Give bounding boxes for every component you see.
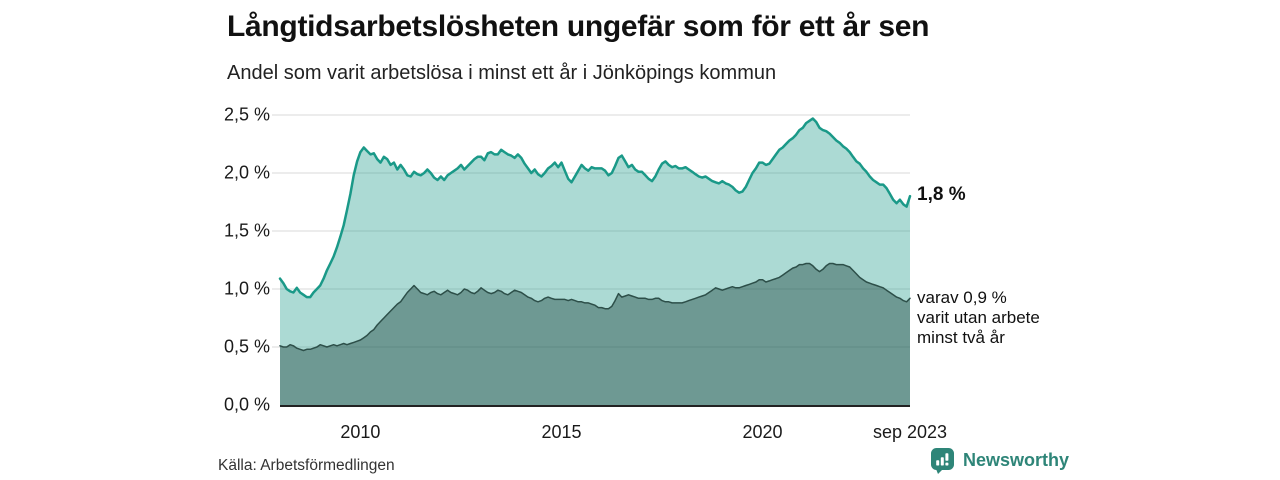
x-tick-label: 2020 [742,422,783,442]
y-tick-label: 1,0 % [223,278,270,299]
y-tick-label: 1,5 % [223,220,270,241]
y-tick-label: 0,5 % [223,336,270,357]
sub-annotation-line3: minst två år [917,328,1005,348]
sub-annotation-line1: varav 0,9 % [917,288,1007,308]
chart-subtitle: Andel som varit arbetslösa i minst ett å… [227,62,777,84]
latest-value-label: 1,8 % [917,184,966,206]
newsworthy-wordmark: Newsworthy [963,450,1070,470]
area-fill-two-years [280,263,910,405]
sub-series-annotation: varav 0,9 % varit utan arbete minst två … [917,288,1040,348]
x-tick-label: 2015 [541,422,582,442]
area-fill-one-year [280,118,910,405]
x-tick-label: sep 2023 [872,422,948,442]
line-one-year [278,117,912,299]
x-tick-label: 2010 [340,422,381,442]
y-tick-label: 2,0 % [223,162,270,183]
source-attribution: Källa: Arbetsförmedlingen [218,457,395,474]
line-two-years [279,262,911,352]
newsworthy-brand: Newsworthy [930,447,1069,474]
page-title: Långtidsarbetslösheten ungefär som för e… [227,10,930,43]
y-tick-label: 0,0 % [223,394,270,415]
sub-annotation-line2: varit utan arbete [917,308,1040,328]
newsworthy-logo-icon [930,447,956,474]
y-tick-label: 2,5 % [223,104,270,125]
